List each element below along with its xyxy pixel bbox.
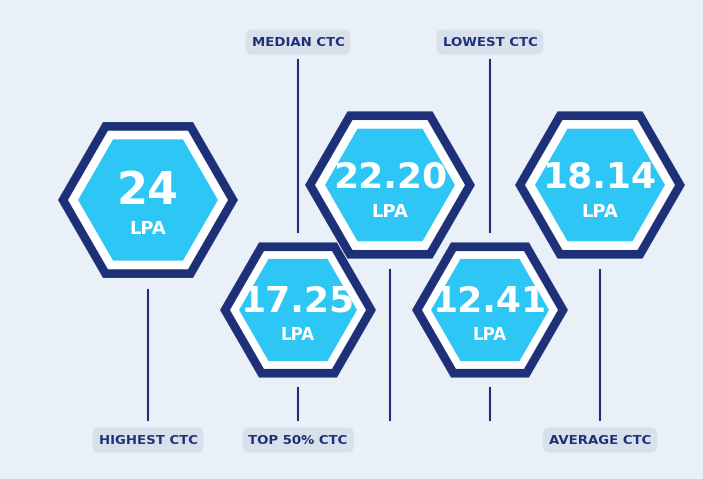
Text: LPA: LPA <box>129 220 167 239</box>
Polygon shape <box>239 259 357 361</box>
Polygon shape <box>58 122 238 278</box>
Polygon shape <box>315 120 465 250</box>
Text: LPA: LPA <box>372 203 408 221</box>
Text: 17.25: 17.25 <box>241 285 355 319</box>
Text: LPA: LPA <box>581 203 619 221</box>
Text: LPA: LPA <box>281 326 315 344</box>
Text: 18.14: 18.14 <box>543 160 657 194</box>
Text: HIGHEST CTC: HIGHEST CTC <box>98 433 198 446</box>
Polygon shape <box>525 120 675 250</box>
Polygon shape <box>68 131 228 269</box>
Polygon shape <box>422 251 558 369</box>
Text: TOP 50% CTC: TOP 50% CTC <box>248 433 347 446</box>
Text: LPA: LPA <box>473 326 507 344</box>
Text: 12.41: 12.41 <box>433 285 547 319</box>
Text: 22.20: 22.20 <box>333 160 447 194</box>
Text: 24: 24 <box>117 171 179 214</box>
Polygon shape <box>412 242 568 377</box>
Polygon shape <box>230 251 366 369</box>
Polygon shape <box>515 112 685 259</box>
Polygon shape <box>431 259 549 361</box>
Polygon shape <box>220 242 376 377</box>
Text: MEDIAN CTC: MEDIAN CTC <box>252 35 344 48</box>
Text: AVERAGE CTC: AVERAGE CTC <box>549 433 651 446</box>
Text: LOWEST CTC: LOWEST CTC <box>443 35 537 48</box>
Polygon shape <box>78 139 218 261</box>
Polygon shape <box>305 112 475 259</box>
Polygon shape <box>325 129 455 241</box>
Polygon shape <box>535 129 665 241</box>
